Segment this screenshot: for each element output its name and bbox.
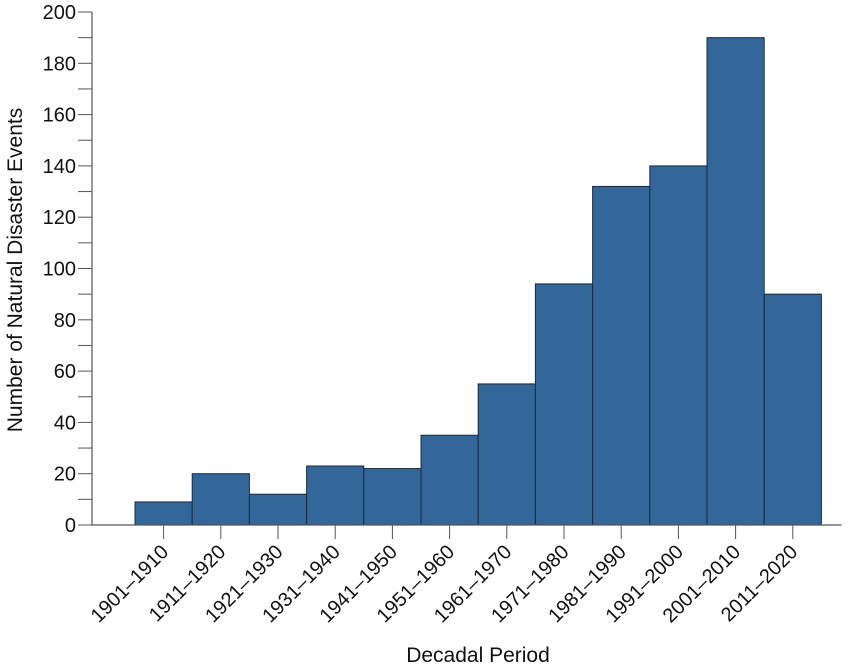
bar-8 bbox=[534, 283, 594, 526]
bar-7 bbox=[477, 383, 536, 526]
y-axis-title: Number of Natural Disaster Events bbox=[4, 108, 27, 432]
bar-2 bbox=[191, 473, 250, 526]
y-tick-label: 40 bbox=[54, 412, 76, 434]
y-tick-label: 20 bbox=[54, 464, 76, 486]
y-tick-label: 120 bbox=[43, 207, 76, 229]
y-tick-label: 140 bbox=[43, 156, 76, 178]
y-axis: 0 20 40 60 80 100 120 140 160 180 200 bbox=[43, 2, 93, 537]
y-tick-label: 100 bbox=[43, 259, 76, 281]
bar-12 bbox=[763, 293, 822, 526]
x-axis-title: Decadal Period bbox=[406, 644, 550, 667]
bar-5 bbox=[363, 468, 422, 526]
y-tick-label: 80 bbox=[54, 310, 76, 332]
bar-11 bbox=[706, 37, 765, 526]
y-tick-label: 180 bbox=[43, 53, 76, 75]
y-tick-label: 160 bbox=[43, 105, 76, 127]
bar-3 bbox=[248, 493, 308, 526]
bar-10 bbox=[649, 165, 708, 526]
y-tick-label: 60 bbox=[54, 361, 76, 383]
x-axis: 1901–19101911–19201921–19301931–19401941… bbox=[87, 524, 842, 627]
bar-6 bbox=[420, 434, 479, 526]
bar-1 bbox=[134, 501, 193, 526]
bars-group bbox=[134, 37, 822, 526]
bar-4 bbox=[306, 465, 365, 526]
bar-9 bbox=[592, 185, 651, 526]
y-tick-label: 0 bbox=[65, 515, 76, 537]
y-tick-label: 200 bbox=[43, 2, 76, 24]
